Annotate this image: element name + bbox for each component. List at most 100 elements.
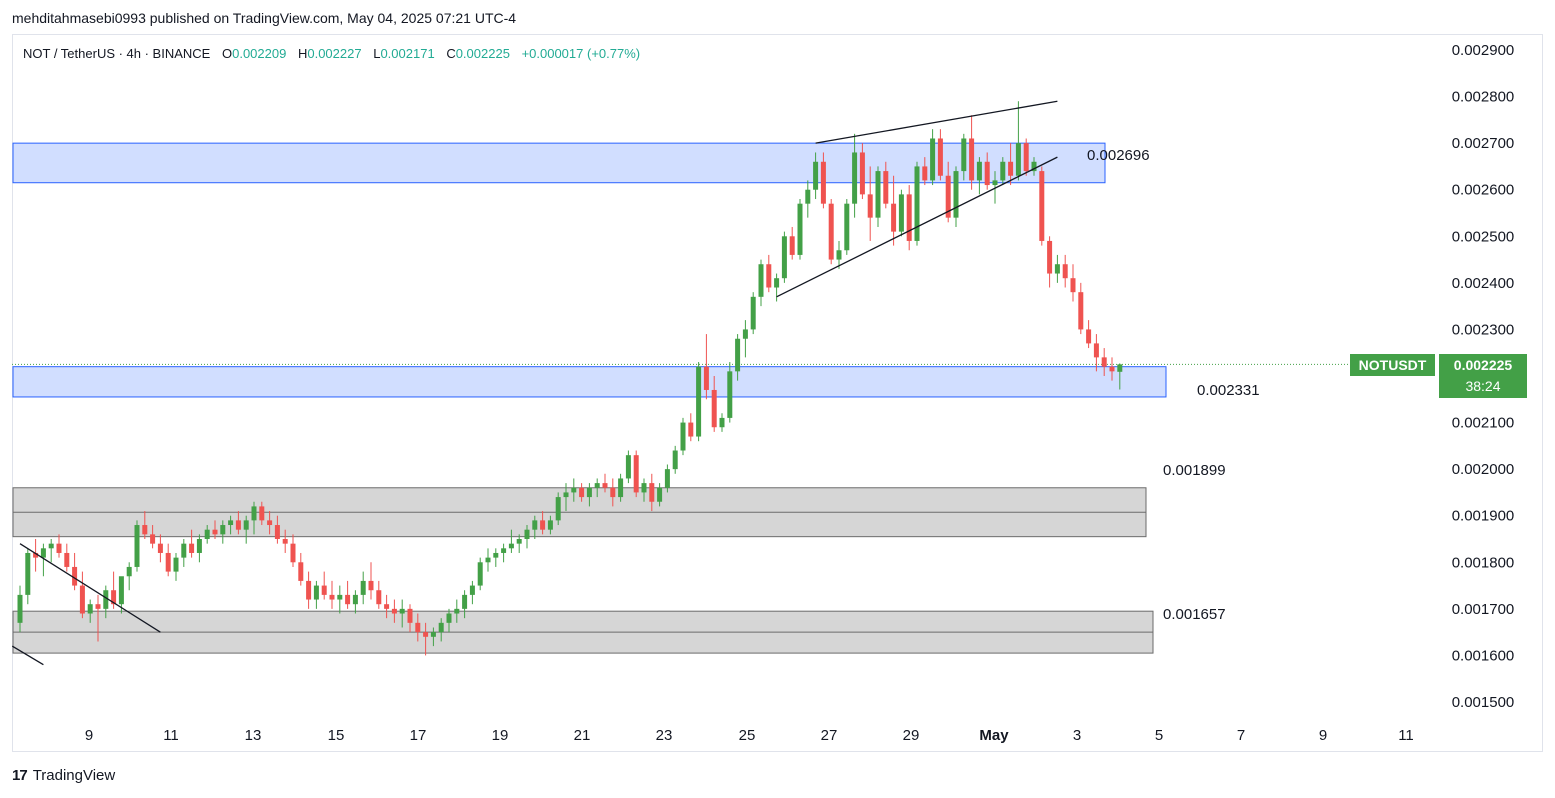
- x-tick-label: 17: [410, 727, 427, 744]
- candle-body: [1008, 161, 1014, 176]
- high-label: H: [297, 46, 308, 61]
- candle-body: [1093, 343, 1099, 358]
- candle-body: [103, 590, 109, 609]
- zone-label-2: 0.001899: [1163, 462, 1226, 479]
- candle-body: [610, 487, 616, 498]
- y-tick-label: 0.001900: [1452, 508, 1515, 525]
- candle-body: [516, 539, 522, 544]
- candle-body: [1117, 364, 1123, 372]
- candle-body: [111, 590, 117, 605]
- x-tick-label: 29: [903, 727, 920, 744]
- candle-body: [945, 175, 951, 218]
- candle-body: [430, 632, 436, 637]
- brand-name: TradingView: [32, 767, 116, 784]
- candle-body: [571, 487, 577, 493]
- candle-body: [181, 543, 187, 558]
- candle-body: [368, 580, 374, 591]
- candle-body: [774, 278, 780, 288]
- candle-body: [735, 338, 741, 372]
- candle-body: [40, 548, 46, 558]
- candle-body: [992, 180, 998, 186]
- tradingview-logo[interactable]: 17 TradingView: [12, 767, 115, 784]
- y-tick-label: 0.001700: [1452, 601, 1515, 618]
- y-tick-label: 0.002500: [1452, 228, 1515, 245]
- candle-body: [196, 539, 202, 553]
- x-tick-label: 25: [739, 727, 756, 744]
- candle-body: [220, 525, 226, 535]
- candle-body: [875, 171, 881, 218]
- candle-body: [126, 566, 132, 577]
- candle-body: [883, 171, 889, 204]
- candle-body: [415, 622, 421, 633]
- candle-body: [173, 557, 179, 572]
- x-tick-label: 15: [328, 727, 345, 744]
- candle-body: [664, 469, 670, 488]
- candle-body: [540, 520, 546, 530]
- candle-body: [142, 525, 148, 535]
- last-price-value: 0.002225: [1453, 357, 1513, 373]
- candle-body: [680, 422, 686, 451]
- candle-body: [48, 543, 54, 549]
- candle-body: [898, 194, 904, 232]
- zone-label-0: 0.002696: [1087, 147, 1150, 164]
- candle-body: [969, 138, 975, 181]
- candle-body: [750, 296, 756, 330]
- tradingview-logo-icon: 17: [12, 767, 28, 784]
- candle-body: [836, 250, 842, 260]
- y-tick-label: 0.001500: [1452, 694, 1515, 711]
- candle-body: [820, 161, 826, 204]
- candle-body: [72, 566, 78, 586]
- candle-body: [852, 152, 858, 204]
- candle-body: [1054, 264, 1060, 274]
- zone-label-3: 0.001657: [1163, 606, 1226, 623]
- candle-body: [243, 520, 249, 530]
- candle-body: [703, 366, 709, 390]
- open-label: O: [221, 46, 233, 61]
- candle-body: [56, 543, 62, 553]
- x-tick-label: 27: [821, 727, 838, 744]
- candle-body: [259, 506, 265, 521]
- candle-body: [797, 203, 803, 255]
- candle-body: [1070, 278, 1076, 293]
- candle-body: [633, 455, 639, 493]
- candle-body: [1015, 143, 1021, 176]
- candle-body: [828, 203, 834, 260]
- candle-body: [891, 203, 897, 232]
- candle-body: [321, 585, 327, 595]
- x-tick-label: 7: [1237, 727, 1245, 744]
- ticker-tag: NOTUSDT: [1350, 354, 1435, 376]
- ticker-label: NOTUSDT: [1358, 357, 1427, 373]
- candle-body: [547, 520, 553, 530]
- candle-body: [493, 552, 499, 558]
- candle-body: [688, 422, 694, 437]
- candle-body: [719, 417, 725, 428]
- candle-body: [625, 455, 631, 479]
- candle-body: [672, 450, 678, 470]
- candle-body: [555, 497, 561, 521]
- candle-body: [1101, 357, 1107, 367]
- candle-body: [462, 594, 468, 609]
- open-value: 0.002209: [232, 46, 287, 61]
- candle-body: [859, 152, 865, 195]
- candle-body: [1031, 161, 1037, 172]
- zone-support-1: [12, 366, 1167, 398]
- candle-body: [657, 487, 663, 502]
- candle-body: [789, 236, 795, 255]
- candle-body: [696, 366, 702, 437]
- y-tick-label: 0.002800: [1452, 89, 1515, 106]
- candle-body: [781, 236, 787, 279]
- candle-body: [1062, 264, 1068, 279]
- candle-body: [189, 543, 195, 553]
- candle-body: [976, 161, 982, 181]
- candle-body: [727, 371, 733, 418]
- x-tick-label: 23: [656, 727, 673, 744]
- x-tick-label: 21: [574, 727, 591, 744]
- candle-body: [64, 552, 70, 567]
- candle-body: [87, 604, 93, 614]
- candle-body: [477, 562, 483, 586]
- candle-body: [17, 594, 23, 623]
- candle-body: [25, 552, 31, 595]
- candle-body: [844, 203, 850, 251]
- candle-body: [1078, 292, 1084, 330]
